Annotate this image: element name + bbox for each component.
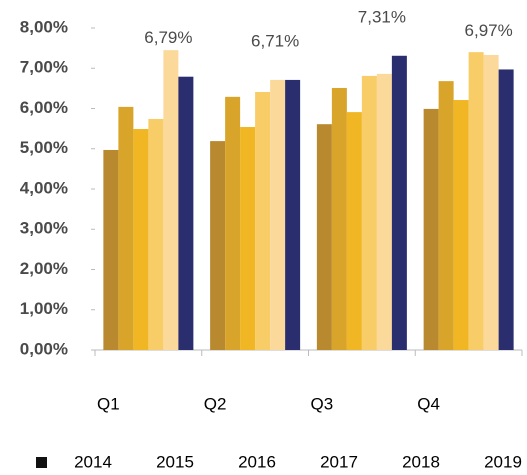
legend-label: 2014 bbox=[74, 452, 112, 471]
bar bbox=[270, 79, 286, 351]
bar bbox=[103, 149, 119, 350]
legend-label: 2015 bbox=[156, 452, 194, 471]
y-tick-label: 1,00% bbox=[20, 299, 68, 318]
y-tick-label: 5,00% bbox=[20, 138, 68, 157]
data-label: 6,79% bbox=[144, 28, 192, 47]
bar bbox=[331, 87, 347, 350]
bar bbox=[498, 69, 514, 351]
bar bbox=[148, 118, 164, 350]
legend-label: 2016 bbox=[238, 452, 276, 471]
legend-label: 2018 bbox=[402, 452, 440, 471]
bar bbox=[118, 106, 134, 350]
y-tick-label: 2,00% bbox=[20, 259, 68, 278]
x-tick-label: Q1 bbox=[97, 394, 120, 413]
legend-label: 2017 bbox=[320, 452, 358, 471]
bar bbox=[468, 52, 484, 351]
bar bbox=[178, 76, 194, 350]
y-tick-label: 7,00% bbox=[20, 58, 68, 77]
bar bbox=[285, 79, 301, 351]
legend-label: 2019 bbox=[484, 452, 522, 471]
bar bbox=[361, 75, 377, 351]
legend-marker bbox=[36, 457, 47, 468]
bar bbox=[316, 124, 332, 350]
bar bbox=[423, 108, 439, 350]
y-tick-label: 6,00% bbox=[20, 98, 68, 117]
bar bbox=[376, 73, 392, 350]
x-tick-label: Q2 bbox=[204, 394, 227, 413]
data-label: 6,71% bbox=[251, 31, 299, 50]
bar bbox=[133, 129, 149, 350]
bar bbox=[453, 100, 469, 350]
bar bbox=[391, 55, 407, 351]
x-tick-label: Q3 bbox=[311, 394, 334, 413]
y-tick-label: 0,00% bbox=[20, 339, 68, 358]
data-label: 7,31% bbox=[358, 7, 406, 26]
bar bbox=[483, 54, 499, 350]
y-tick-label: 8,00% bbox=[20, 17, 68, 36]
bar bbox=[163, 50, 179, 350]
bar bbox=[438, 81, 454, 350]
y-tick-label: 4,00% bbox=[20, 178, 68, 197]
x-tick-label: Q4 bbox=[417, 394, 440, 413]
bar bbox=[240, 127, 256, 350]
bar bbox=[255, 91, 271, 350]
data-label: 6,97% bbox=[465, 21, 513, 40]
bar bbox=[225, 96, 241, 350]
y-tick-label: 3,00% bbox=[20, 219, 68, 238]
bar bbox=[210, 141, 226, 350]
bar bbox=[346, 112, 362, 350]
